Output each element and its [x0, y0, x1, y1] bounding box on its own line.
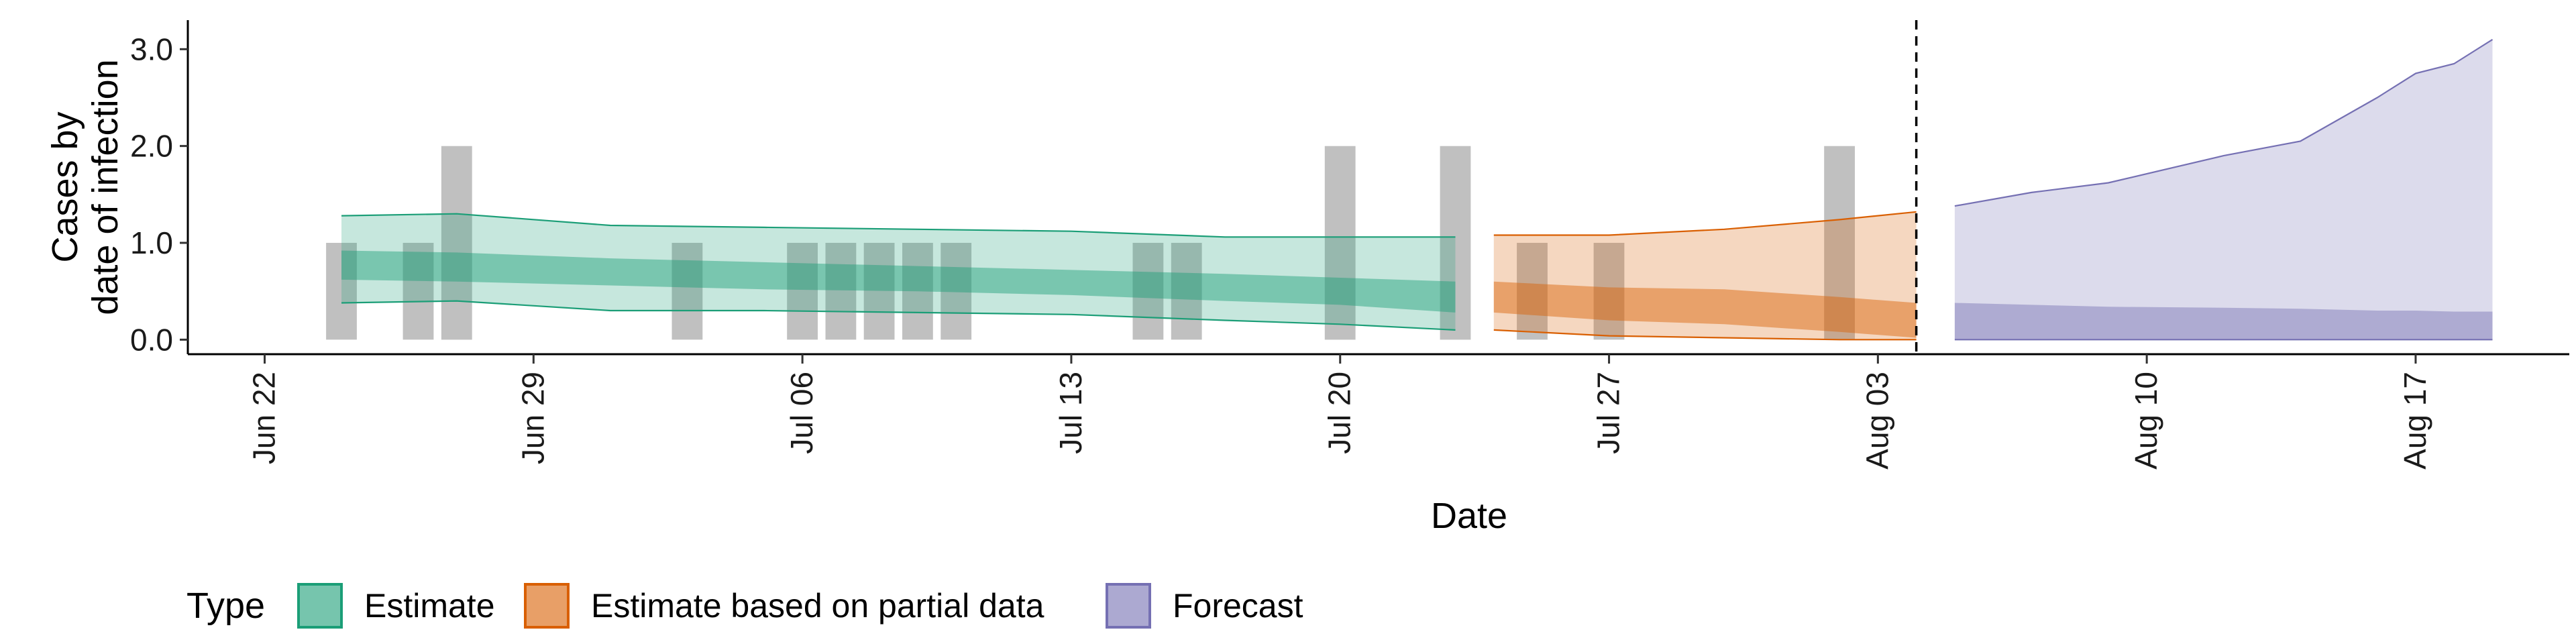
y-tick-label-2: 2.0 — [130, 129, 173, 164]
series-1-inner-band — [1493, 281, 1917, 338]
y-axis-title-line-1: date of infection — [85, 59, 125, 315]
observed-case-bar-6 — [863, 243, 895, 340]
estimate-bands — [341, 38, 2493, 341]
legend-label-2: Forecast — [1173, 587, 1303, 625]
observed-case-bar-13 — [1517, 243, 1548, 340]
observed-case-bar-14 — [1593, 243, 1625, 340]
series-0 — [341, 213, 1456, 331]
x-tick-label-5: Jul 27 — [1591, 372, 1626, 454]
x-tick-label-0: Jun 22 — [247, 372, 282, 464]
series-0-outer-band — [341, 213, 1456, 330]
observed-case-bar-0 — [326, 243, 357, 340]
series-1-lower-edge — [1493, 329, 1917, 341]
observed-case-bar-7 — [902, 243, 933, 340]
observed-case-bar-2 — [441, 146, 472, 340]
observed-case-bar-10 — [1171, 243, 1202, 340]
y-tick-label-3: 3.0 — [130, 32, 173, 66]
series-2-inner-band — [1954, 303, 2493, 340]
observed-case-bar-12 — [1440, 146, 1471, 340]
legend-key-2 — [1106, 583, 1151, 629]
legend: Type Estimate Estimate based on partial da… — [186, 583, 1303, 629]
observed-case-bar-8 — [941, 243, 972, 340]
y-axis-title: Cases bydate of infection — [45, 59, 125, 315]
observed-case-bar-3 — [672, 243, 703, 340]
observed-case-bar-11 — [1324, 146, 1356, 340]
y-tick-label-0: 0.0 — [130, 322, 173, 357]
series-2 — [1954, 38, 2493, 341]
x-tick-label-8: Aug 17 — [2398, 372, 2432, 470]
axes: 0.0 1.0 2.0 3.0 Jun 22 Jun 29 Jul 06 Jul 13 Jul … — [45, 20, 2569, 536]
series-1-upper-edge — [1493, 211, 1917, 236]
legend-label-0: Estimate — [364, 587, 495, 625]
x-tick-label-6: Aug 03 — [1860, 372, 1894, 470]
x-tick-label-2: Jul 06 — [784, 372, 819, 454]
x-tick-label-1: Jun 29 — [515, 372, 550, 464]
x-tick-label-4: Jul 20 — [1322, 372, 1357, 454]
observed-case-bar-15 — [1824, 146, 1855, 340]
observed-case-bar-9 — [1132, 243, 1164, 340]
legend-title: Type — [186, 586, 265, 626]
series-2-upper-edge — [1954, 38, 2493, 207]
series-0-inner-band — [341, 250, 1456, 313]
series-2-outer-band — [1954, 39, 2493, 340]
series-0-lower-edge — [341, 300, 1456, 331]
observed-case-bar-5 — [825, 243, 857, 340]
legend-key-0 — [297, 583, 343, 629]
legend-label-1: Estimate based on partial data — [591, 587, 1044, 625]
observed-case-bar-4 — [787, 243, 818, 340]
x-tick-label-7: Aug 10 — [2129, 372, 2163, 470]
y-axis-title-line-0: Cases by — [45, 111, 85, 262]
y-tick-label-1: 1.0 — [130, 225, 173, 260]
legend-key-1 — [524, 583, 570, 629]
observed-case-bar-1 — [402, 243, 434, 340]
series-1 — [1493, 211, 1917, 341]
series-1-outer-band — [1493, 211, 1917, 340]
series-0-upper-edge — [341, 213, 1456, 238]
x-tick-label-3: Jul 13 — [1053, 372, 1088, 454]
x-axis-title: Date — [1431, 496, 1507, 536]
observed-cases-bars — [326, 146, 1855, 340]
